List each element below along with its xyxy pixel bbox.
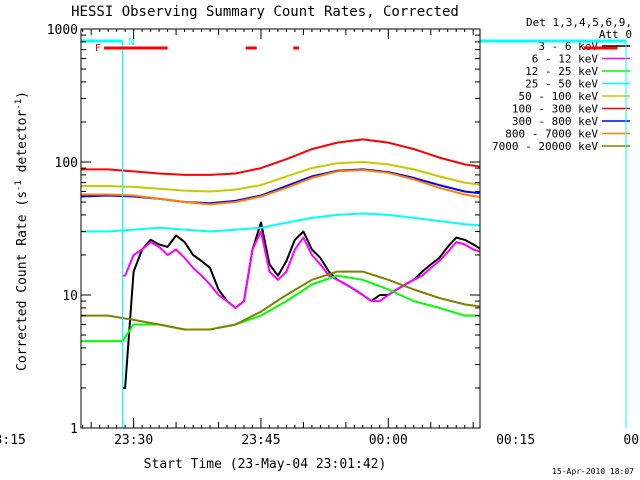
legend-label-3: 12 - 25 keV xyxy=(525,65,598,78)
y-axis-label-part-1: Corrected Count Rate (s xyxy=(15,191,30,371)
series-line-2 xyxy=(122,230,480,309)
chart-title: HESSI Observing Summary Count Rates, Cor… xyxy=(71,4,459,20)
series-line-8 xyxy=(81,169,480,206)
y-tick-label: 100 xyxy=(55,156,78,171)
y-tick-label: 10 xyxy=(62,289,78,304)
legend-label-6: 100 - 300 keV xyxy=(512,103,598,116)
legend-label-2: 6 - 12 keV xyxy=(532,53,599,66)
flag-marker-f: F xyxy=(95,43,101,54)
series-group xyxy=(81,138,480,389)
x-tick-label: 23:45 xyxy=(241,433,280,448)
series-line-1 xyxy=(122,221,480,389)
legend-label-4: 25 - 50 keV xyxy=(525,78,598,91)
y-axis-label-exp-2: -1 xyxy=(14,99,24,110)
legend-label-8: 800 - 7000 keV xyxy=(505,128,598,141)
x-tick-label: 00:30 xyxy=(623,433,640,448)
legend-label-1: 3 - 6 keV xyxy=(538,40,598,53)
legend-header-line-1: Det 1,3,4,5,6,9, xyxy=(526,16,632,29)
y-tick-label: 1 xyxy=(70,422,78,437)
y-axis-label-part-2: detector xyxy=(15,110,30,181)
legend-label-7: 300 - 800 keV xyxy=(512,115,598,128)
y-axis-label-exp-1: -1 xyxy=(14,180,24,191)
legend-header-line-2: Att 0 xyxy=(599,28,632,41)
y-axis-label-part-3: ) xyxy=(15,91,30,99)
x-tick-label: 23:30 xyxy=(114,433,153,448)
x-tick-label: 00:15 xyxy=(496,433,535,448)
series-line-6 xyxy=(81,138,480,176)
footer-date: 15-Apr-2010 18:07 xyxy=(552,467,634,476)
flag-marker-n: N xyxy=(129,37,135,48)
x-tick-label: 23:15 xyxy=(0,433,26,448)
legend-label-9: 7000 - 20000 keV xyxy=(492,140,598,153)
x-axis-label: Start Time (23-May-04 23:01:42) xyxy=(144,457,387,472)
plot-area: F N 1 10 100 1000 23:15 23:30 23:45 00:00 00:15 00:… xyxy=(0,23,640,448)
series-line-3 xyxy=(81,274,480,343)
legend-label-5: 50 - 100 keV xyxy=(519,90,599,103)
x-tick-label: 00:00 xyxy=(369,433,408,448)
plot-frame xyxy=(80,28,481,429)
y-axis-label: Corrected Count Rate (s-1 detector-1) xyxy=(14,91,30,371)
series-line-4 xyxy=(81,212,480,233)
series-line-5 xyxy=(81,161,480,193)
series-line-9 xyxy=(81,270,480,331)
y-tick-label: 1000 xyxy=(47,23,78,38)
